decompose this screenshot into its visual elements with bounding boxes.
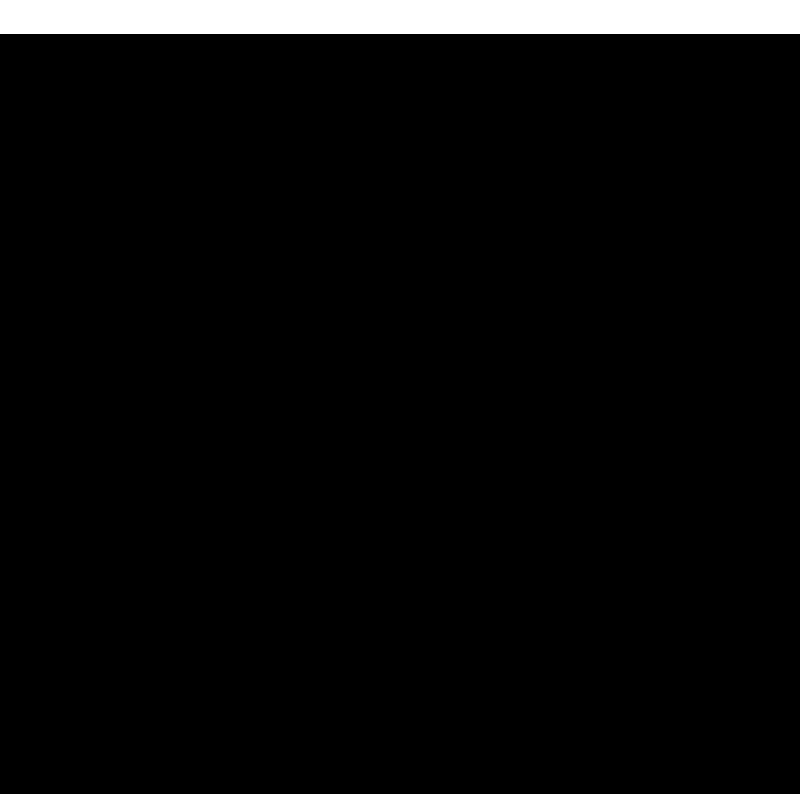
heatmap-canvas xyxy=(0,34,300,184)
chart-outer-frame xyxy=(0,34,800,794)
crosshair-marker-dot xyxy=(0,179,5,189)
chart-plot-area xyxy=(0,34,300,184)
